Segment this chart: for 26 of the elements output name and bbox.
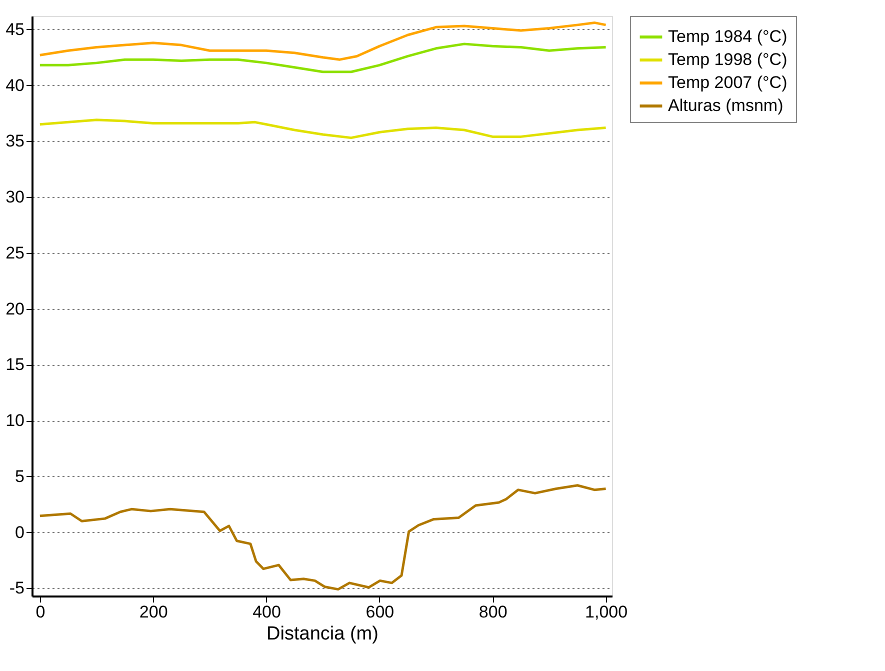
legend-label: Temp 1984 (°C) — [668, 27, 788, 46]
y-tick-label: 5 — [15, 466, 24, 486]
y-tick-label: 10 — [6, 411, 24, 430]
line-series — [38, 118, 608, 140]
line-series — [38, 484, 608, 591]
y-tick-label: 15 — [6, 355, 24, 374]
x-tick-label: 400 — [252, 602, 281, 622]
x-tick-label: 200 — [139, 602, 168, 622]
legend-label: Temp 1998 (°C) — [668, 50, 788, 69]
line-series — [38, 21, 608, 61]
x-tick-label: 600 — [366, 602, 394, 622]
y-tick-label: 25 — [6, 243, 24, 262]
x-tick-label: 1,000 — [585, 602, 628, 622]
y-tick-label: 40 — [6, 76, 24, 95]
legend-label: Temp 2007 (°C) — [668, 73, 788, 92]
x-tick-label: 0 — [36, 602, 46, 622]
line-series — [38, 42, 608, 74]
y-tick-label: 30 — [6, 188, 24, 207]
x-axis-title: Distancia (m) — [266, 624, 378, 644]
legend-label: Alturas (msnm) — [668, 96, 784, 115]
y-tick-label: 0 — [15, 522, 24, 542]
y-tick-label: 20 — [6, 299, 24, 318]
x-tick-label: 800 — [478, 602, 508, 622]
y-tick-label: 35 — [6, 132, 24, 151]
y-tick-label: 45 — [6, 20, 24, 39]
y-tick-label: -5 — [9, 578, 24, 598]
